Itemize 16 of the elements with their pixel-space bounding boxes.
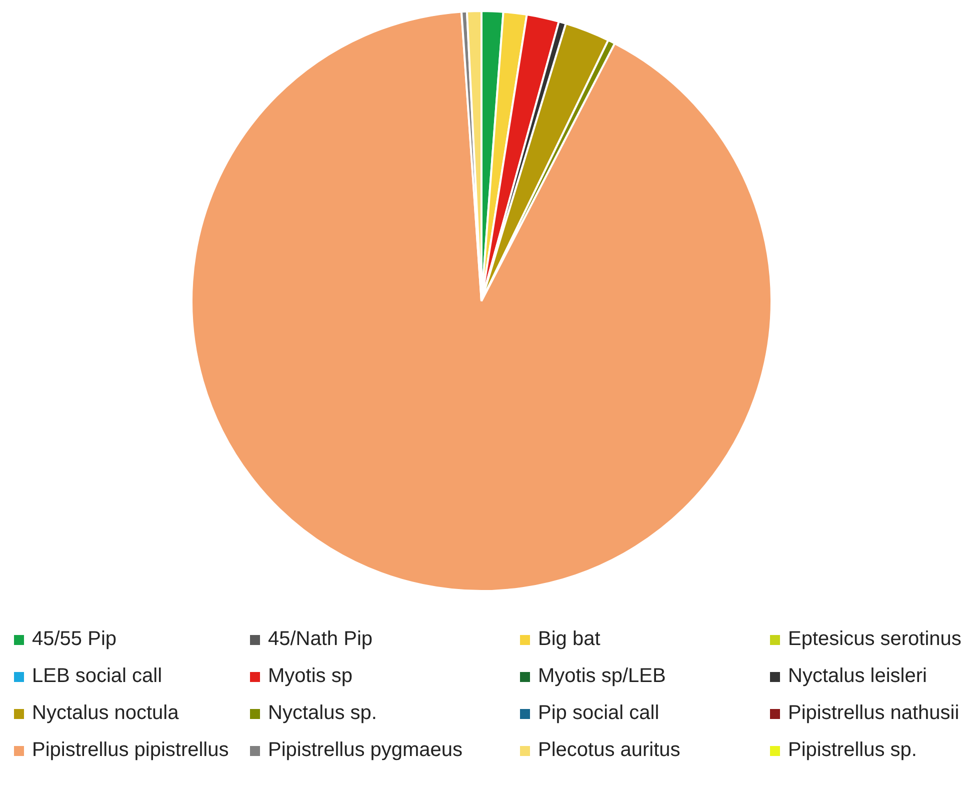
legend-label: LEB social call [32, 665, 162, 688]
legend-label: Big bat [538, 628, 600, 651]
legend-label: Pipistrellus sp. [788, 739, 917, 762]
legend-label: Nyctalus noctula [32, 702, 179, 725]
legend-label: Myotis sp/LEB [538, 665, 666, 688]
legend-label: Plecotus auritus [538, 739, 680, 762]
legend-label: 45/Nath Pip [268, 628, 373, 651]
legend-label: Pipistrellus pipistrellus [32, 739, 229, 762]
legend-label: 45/55 Pip [32, 628, 117, 651]
legend-label: Nyctalus sp. [268, 702, 377, 725]
legend-label: Eptesicus serotinus [788, 628, 962, 651]
legend-label: Pip social call [538, 702, 660, 725]
legend-label: Pipistrellus pygmaeus [268, 739, 463, 762]
legend-label: Pipistrellus nathusii [788, 702, 960, 725]
legend-label: Nyctalus leisleri [788, 665, 927, 688]
legend-label: Myotis sp [268, 665, 352, 688]
